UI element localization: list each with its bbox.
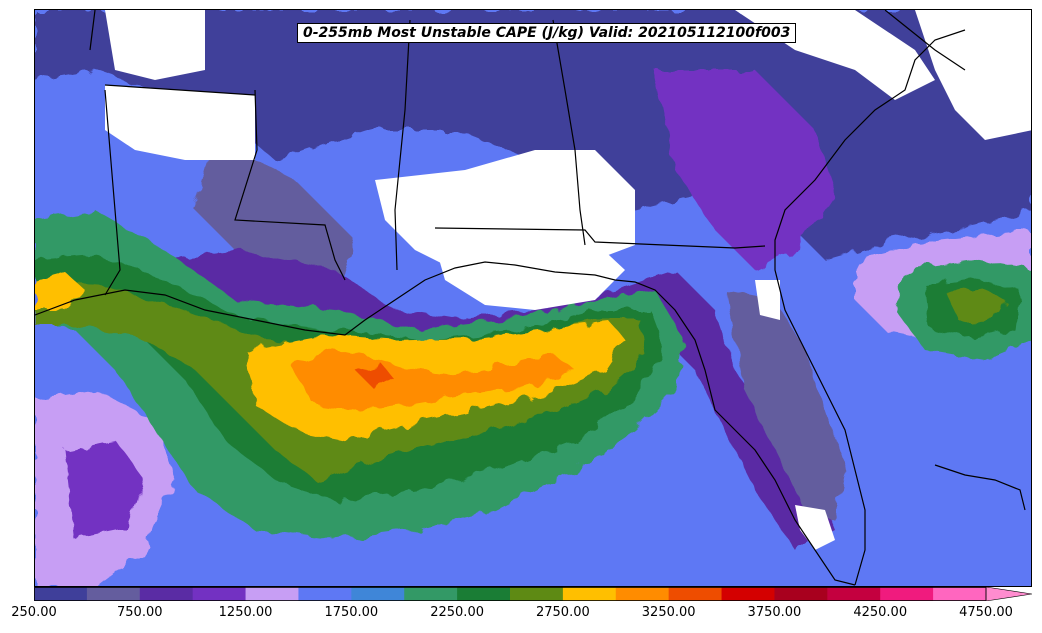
colorbar-segment: [721, 587, 775, 601]
colorbar-segment: [827, 587, 881, 601]
colorbar-segment: [139, 587, 194, 601]
border-ms-al: [394, 19, 411, 271]
colorbar-tick-label: 3750.00: [747, 605, 802, 620]
colorbar-segment: [192, 587, 247, 601]
border-al-ga: [552, 19, 586, 246]
cape-field-svg: [35, 10, 1031, 586]
contour-750-florida: [725, 290, 845, 520]
colorbar-segment: [933, 587, 987, 601]
border-ar-la: [104, 84, 256, 96]
colorbar-tick-labels: 250.00 750.00 1250.00 1750.00 2250.00 2750.00…: [0, 605, 1042, 625]
boundaries: [35, 10, 1026, 586]
coastline-florida-east: [774, 29, 966, 586]
colorbar: [34, 587, 1032, 601]
colorbar-tick-label: 1750.00: [324, 605, 379, 620]
colorbar-segment: [880, 587, 934, 601]
colorbar-tick-label: 4250.00: [853, 605, 908, 620]
border-ok-tx: [89, 10, 96, 51]
colorbar-segment: [298, 587, 352, 601]
colorbar-tick-label: 250.00: [11, 605, 57, 620]
colorbar-segment: [457, 587, 511, 601]
colorbar-tick-label: 1250.00: [218, 605, 273, 620]
colorbar-tick-label: 4750.00: [959, 605, 1013, 620]
colorbar-segment: [562, 587, 617, 601]
colorbar-tick-label: 750.00: [117, 605, 163, 620]
colorbar-segment: [34, 587, 88, 601]
coastline-bahamas: [934, 464, 1026, 511]
colorbar-extend-arrow: [985, 587, 1032, 601]
colorbar-tick-label: 2250.00: [430, 605, 484, 620]
contour-1250-purple: [655, 70, 835, 270]
contour-1250-purple-sw: [65, 440, 145, 540]
colorbar-segment: [615, 587, 670, 601]
cape-map: 0-255mb Most Unstable CAPE (J/kg) Valid:…: [34, 9, 1032, 587]
colorbar-segment: [351, 587, 405, 601]
colorbar-tick-label: 3250.00: [641, 605, 696, 620]
colorbar-segment: [668, 587, 723, 601]
colorbar-segment: [774, 587, 828, 601]
colorbar-segment: [510, 587, 564, 601]
border-tx-la: [104, 89, 121, 296]
colorbar-segment: [86, 587, 141, 601]
colorbar-outline: [34, 587, 987, 601]
contour-3250-red-orange: [355, 362, 395, 390]
border-al-fl: [434, 227, 766, 249]
colorbar-segment: [245, 587, 299, 601]
coastline-gulf: [35, 261, 856, 586]
map-title: 0-255mb Most Unstable CAPE (J/kg) Valid:…: [297, 23, 797, 43]
contour-2500-olive-east: [945, 286, 1005, 322]
colorbar-tick-label: 2750.00: [535, 605, 590, 620]
border-ga-sc: [884, 10, 966, 71]
border-la-ms: [234, 89, 346, 281]
colorbar-segment: [404, 587, 458, 601]
contour-3000-orange: [290, 350, 575, 410]
missing-data-land: [105, 10, 1031, 550]
contour-750-north: [195, 140, 355, 300]
cape-contours: [35, 10, 1031, 586]
